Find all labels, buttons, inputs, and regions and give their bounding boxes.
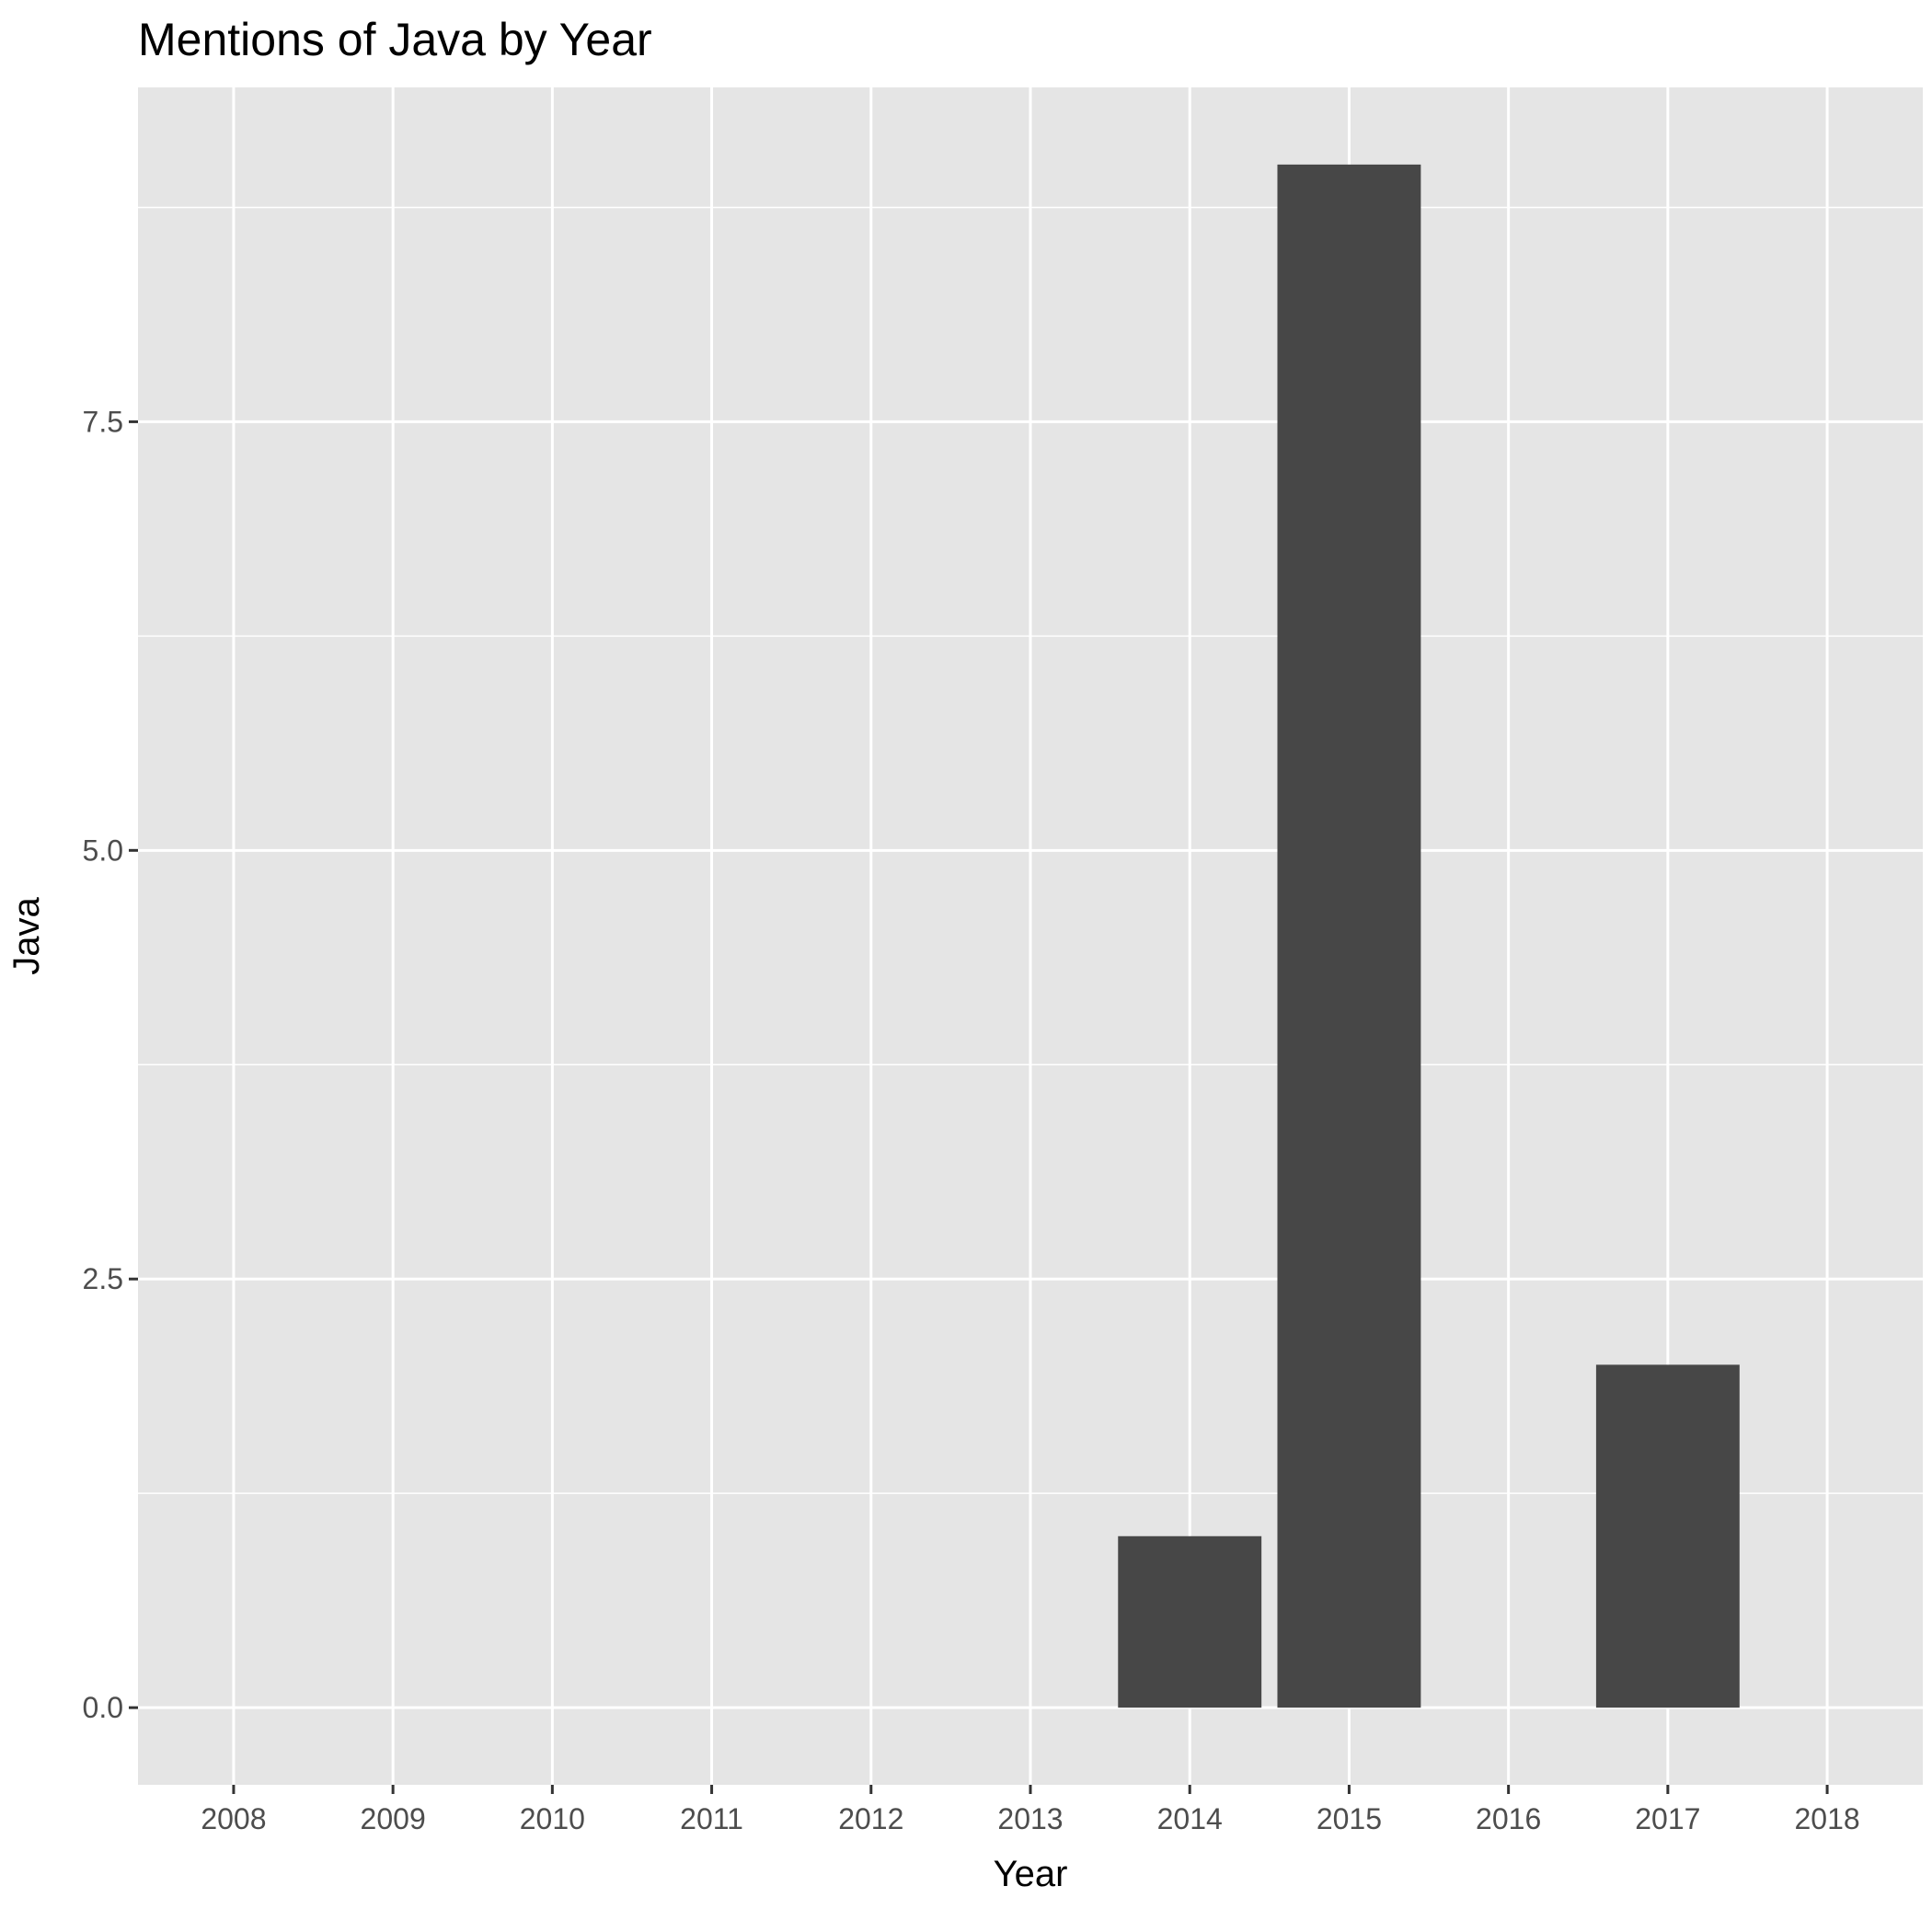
x-tick-label: 2017 (1635, 1802, 1700, 1835)
bar-2017 (1595, 1364, 1740, 1708)
bar-2015 (1277, 164, 1421, 1708)
x-tick-label: 2009 (361, 1802, 426, 1835)
bar-2014 (1118, 1535, 1262, 1708)
x-tick-label: 2011 (680, 1802, 743, 1835)
x-tick-label: 2018 (1794, 1802, 1859, 1835)
y-tick-label: 0.0 (83, 1691, 123, 1724)
y-tick-label: 7.5 (83, 405, 123, 438)
bars (1118, 164, 1740, 1708)
x-tick-label: 2013 (997, 1802, 1063, 1835)
x-tick-label: 2010 (520, 1802, 585, 1835)
x-tick-label: 2014 (1157, 1802, 1223, 1835)
y-axis: 0.0 2.5 5.0 7.5 (83, 405, 138, 1724)
x-axis: 2008 2009 2010 2011 2012 2013 2014 2015 2016 2017… (201, 1785, 1860, 1835)
major-gridlines (138, 87, 1923, 1785)
x-tick-label: 2012 (838, 1802, 903, 1835)
x-tick-label: 2008 (201, 1802, 266, 1835)
y-axis-title: Java (6, 897, 47, 975)
x-axis-title: Year (994, 1854, 1068, 1894)
y-tick-label: 5.0 (83, 834, 123, 867)
x-tick-label: 2015 (1317, 1802, 1382, 1835)
y-tick-label: 2.5 (83, 1262, 123, 1295)
x-tick-label: 2016 (1476, 1802, 1541, 1835)
chart-title: Mentions of Java by Year (138, 14, 652, 65)
